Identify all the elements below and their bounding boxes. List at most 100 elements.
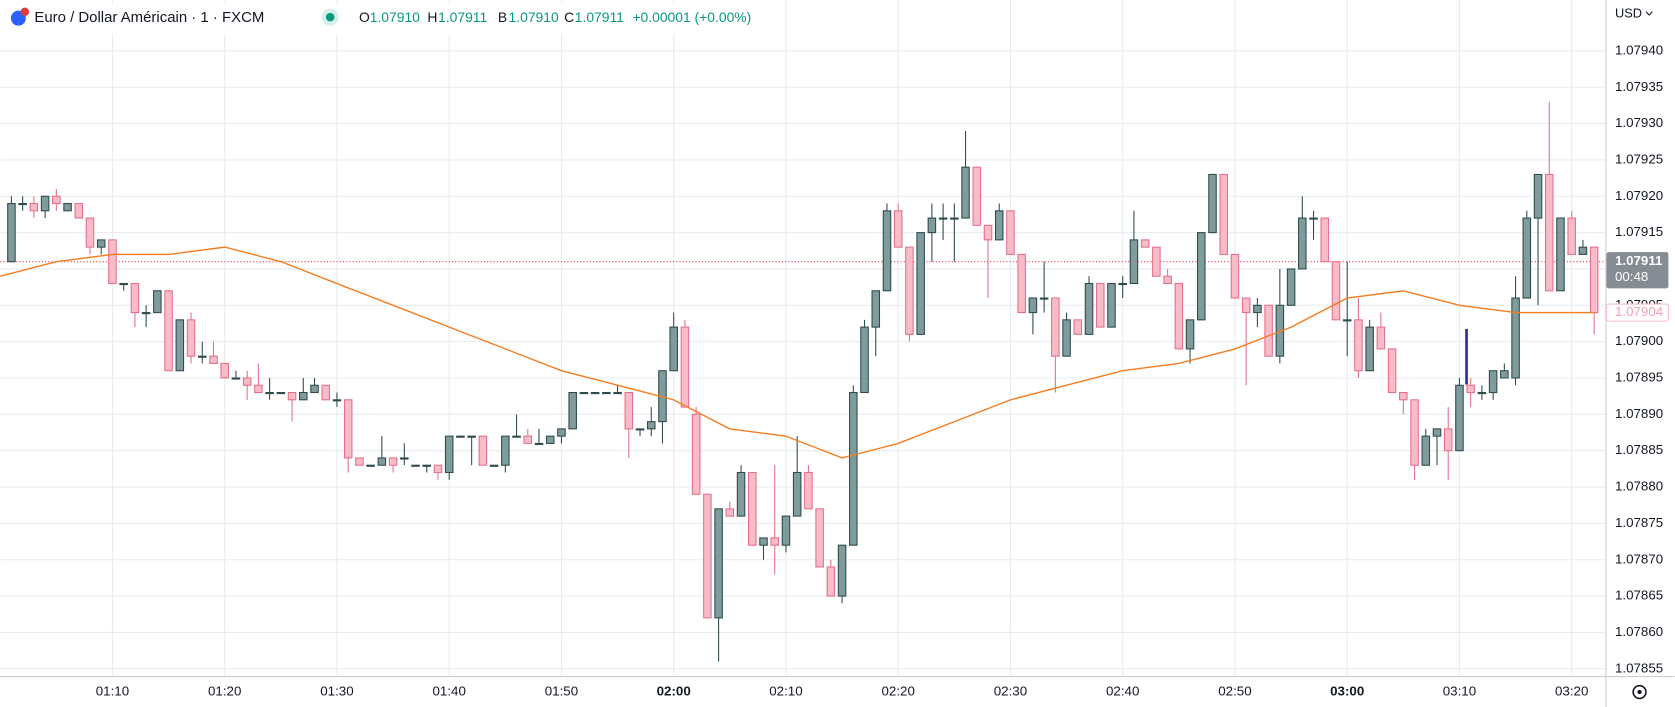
candle-body <box>1118 282 1127 286</box>
candle-body <box>714 508 723 619</box>
candle-body <box>108 239 117 285</box>
candle-body <box>736 471 746 517</box>
candle-body <box>1376 326 1386 350</box>
candle-body <box>1185 319 1195 350</box>
legend-key: O <box>359 9 370 25</box>
x-tick-label: 03:20 <box>1555 684 1588 699</box>
candle-body <box>444 435 454 474</box>
candle-body <box>1095 282 1105 328</box>
candle-body <box>153 290 162 314</box>
y-tick-label: 1.07880 <box>1615 479 1663 494</box>
candle-body <box>96 239 106 248</box>
legend-key: B <box>498 9 507 25</box>
candle-body <box>669 326 678 372</box>
x-tick-label: 01:30 <box>320 684 353 699</box>
y-tick-label: 1.07925 <box>1615 151 1663 166</box>
candle-body <box>85 217 95 248</box>
candle-body <box>994 210 1004 241</box>
candle-body <box>512 435 521 438</box>
candle-body <box>1062 319 1071 357</box>
candle-body <box>52 195 61 205</box>
candle-body <box>501 435 510 466</box>
settings-icon-dot[interactable] <box>1637 689 1642 695</box>
candle-body <box>197 355 207 358</box>
candle-body <box>164 290 173 372</box>
x-tick-label: 02:20 <box>882 684 915 699</box>
x-tick-label: 02:10 <box>769 684 802 699</box>
ma-price-box <box>1605 303 1669 322</box>
settings-icon[interactable] <box>1632 684 1647 700</box>
legend-value: 1.07910 <box>509 9 559 25</box>
candle-body <box>422 464 432 467</box>
candle-body <box>1309 217 1318 220</box>
y-tick-label: 1.07855 <box>1615 660 1663 675</box>
candle-body <box>837 544 847 597</box>
candle-body <box>748 471 757 546</box>
y-tick-label: 1.07860 <box>1615 624 1663 639</box>
candle-body <box>534 442 544 446</box>
y-tick-label: 1.07870 <box>1615 551 1663 566</box>
candle-body <box>489 464 499 467</box>
candle-body <box>972 166 982 226</box>
countdown-label: 00:48 <box>1615 269 1648 284</box>
candle-body <box>849 391 858 546</box>
candle-body <box>1286 268 1296 306</box>
candle-body <box>938 217 948 220</box>
candle-body <box>916 232 925 335</box>
candle-body <box>1511 297 1520 379</box>
candle-body <box>1174 282 1184 350</box>
grid <box>0 0 1606 677</box>
candle-body <box>254 384 263 394</box>
candle-body <box>1219 173 1228 255</box>
last-price-label: 1.07911 <box>1615 253 1663 268</box>
candle-body <box>63 203 72 212</box>
candle-body <box>231 377 241 380</box>
candle-body <box>882 210 892 292</box>
candle-body <box>40 195 50 212</box>
candle-body <box>332 399 342 402</box>
x-tick-label: 03:10 <box>1443 684 1476 699</box>
ohlc-legend: O 1.07910 H 1.07911 B 1.07910 C 1.07911 <box>359 9 624 25</box>
x-tick-label: 02:40 <box>1106 684 1139 699</box>
candle-body <box>613 391 622 395</box>
y-tick-label: 1.07935 <box>1615 79 1663 94</box>
candle-body <box>74 203 84 219</box>
candle-body <box>1477 391 1487 395</box>
axes: 1.07855 1.07860 1.07865 1.07870 1.07875 1.078… <box>96 42 1669 699</box>
candle-body <box>388 457 398 466</box>
x-tick-label: 02:30 <box>994 684 1027 699</box>
candle-body <box>1567 217 1576 255</box>
candle-body <box>557 428 566 437</box>
candle-body <box>545 435 555 444</box>
candle-body <box>893 210 903 248</box>
candle-body <box>1140 239 1150 248</box>
y-tick-label: 1.07875 <box>1615 515 1663 530</box>
candle-body <box>1230 253 1240 299</box>
candle-body <box>624 391 634 430</box>
currency-caret[interactable] <box>1645 11 1653 16</box>
candle-body <box>175 319 185 372</box>
candle-body <box>1342 319 1352 322</box>
y-tick-label: 1.07915 <box>1615 224 1663 239</box>
candle-body <box>1365 326 1374 372</box>
candle-body <box>321 384 331 401</box>
candle-body <box>186 319 196 357</box>
candle-body <box>265 391 274 395</box>
candle-body <box>310 384 319 394</box>
currency[interactable]: USD <box>1615 5 1642 20</box>
candle-body <box>1432 428 1442 437</box>
candle-body <box>1533 173 1543 219</box>
legend-key: H <box>427 9 437 25</box>
candle-body <box>1051 297 1060 357</box>
ma-price-label: 1.07904 <box>1615 304 1664 319</box>
candle-body <box>950 217 959 220</box>
candle-body <box>1107 282 1116 328</box>
candle-body <box>1241 297 1251 314</box>
candle-body <box>242 377 252 386</box>
candle-body <box>1387 348 1397 394</box>
y-tick-label: 1.07940 <box>1615 42 1663 57</box>
candle-body <box>1544 173 1554 292</box>
candle-body <box>961 166 970 219</box>
x-tick-label: 03:00 <box>1330 684 1364 699</box>
